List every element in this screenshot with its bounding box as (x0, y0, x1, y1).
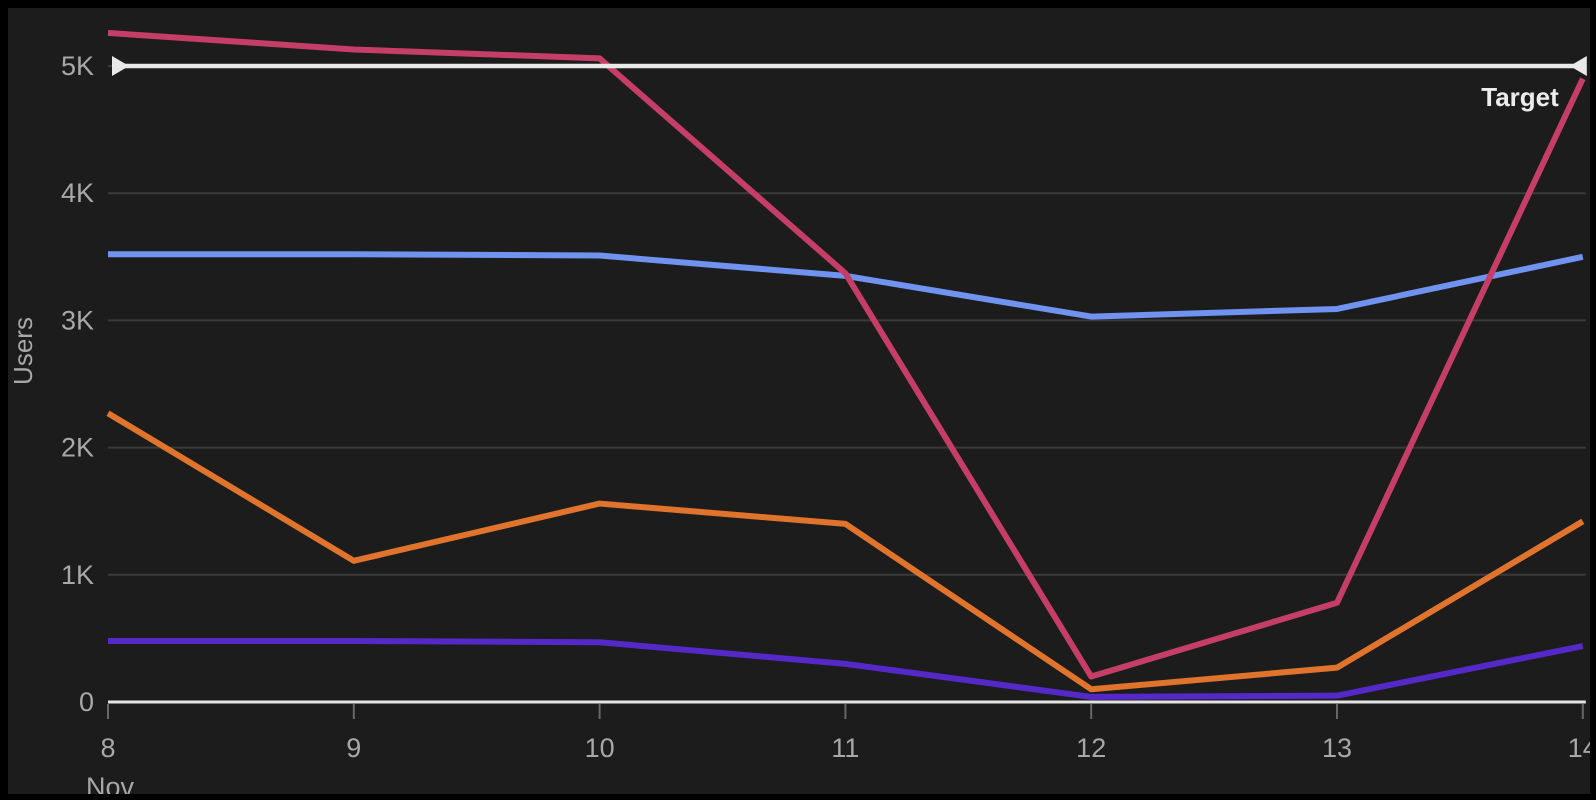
series-line-blue-series[interactable] (108, 251, 1584, 320)
x-axis-month-label: Nov (86, 772, 135, 794)
series-line-orange-series[interactable] (106, 410, 1585, 693)
y-tick-label: 2K (61, 433, 94, 463)
x-tick-label: 8 (100, 733, 115, 763)
x-tick-label: 11 (831, 733, 859, 763)
target-label: Target (1481, 82, 1559, 112)
target-arrow-right-icon (112, 56, 129, 76)
x-tick-label: 12 (1076, 733, 1106, 763)
x-tick-label: 9 (346, 733, 361, 763)
y-tick-label: 4K (61, 178, 94, 208)
series-line-magenta-series[interactable] (107, 29, 1586, 680)
series-line-purple-series[interactable] (108, 637, 1584, 700)
target-arrow-left-icon (1569, 56, 1587, 76)
x-tick-label: 14 (1568, 733, 1590, 763)
users-trend-line-chart: Target 0 1K 2K 3K 4K 5K 8 9 10 11 12 13 14 Nov Users (8, 8, 1590, 794)
y-tick-label: 1K (61, 560, 94, 590)
y-axis-title: Users (8, 317, 38, 385)
y-tick-label: 0 (79, 687, 94, 717)
x-tick-label: 13 (1322, 733, 1352, 763)
chart-canvas: Target 0 1K 2K 3K 4K 5K 8 9 10 11 12 13 14 Nov Users (8, 29, 1590, 794)
y-tick-label: 3K (61, 305, 94, 335)
x-tick-label: 10 (585, 733, 615, 763)
y-tick-label: 5K (61, 51, 94, 81)
